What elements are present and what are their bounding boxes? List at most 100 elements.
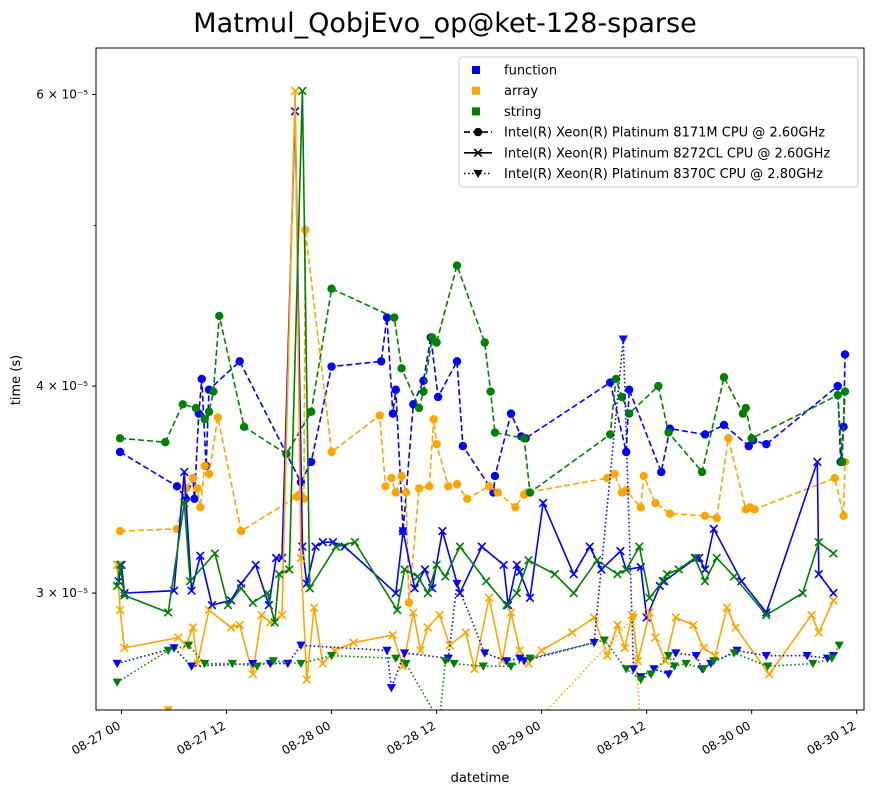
data-point-1-48 (830, 473, 840, 483)
data-point-1-18 (391, 488, 400, 497)
data-point-1-21 (404, 598, 414, 607)
data-point-4-20 (349, 638, 358, 648)
data-point-5-15 (305, 583, 315, 593)
y-tick-label-0: 3 × 10⁻⁵ (36, 586, 88, 600)
data-point-4-18 (318, 659, 328, 668)
data-point-1-9 (236, 526, 246, 536)
data-point-5-46 (829, 549, 838, 558)
legend-cpu-label-2: Intel(R) Xeon(R) Platinum 8370C CPU @ 2.… (504, 167, 823, 182)
data-point-5-41 (712, 553, 722, 563)
data-point-3-36 (585, 542, 595, 552)
data-point-6-6 (296, 641, 306, 650)
data-point-6-12 (480, 649, 490, 658)
data-point-5-16 (331, 542, 341, 552)
data-point-3-32 (515, 567, 525, 577)
series-2 (115, 261, 850, 497)
data-point-1-13 (301, 225, 310, 235)
data-point-5-30 (569, 588, 579, 598)
data-point-0-30 (622, 447, 631, 457)
data-point-0-16 (391, 385, 400, 394)
data-point-3-47 (709, 524, 719, 534)
data-point-1-35 (610, 469, 619, 479)
data-point-8-21 (663, 651, 674, 661)
data-point-3-33 (525, 593, 535, 603)
data-point-3-6 (195, 551, 205, 561)
data-point-2-12 (390, 313, 399, 322)
data-point-4-1 (115, 605, 125, 615)
data-point-4-38 (602, 651, 612, 661)
data-point-6-20 (649, 665, 659, 674)
data-point-2-18 (452, 261, 462, 270)
data-point-0-15 (388, 409, 398, 418)
legend-label-2: string (504, 105, 541, 120)
data-point-1-7 (204, 469, 214, 479)
data-point-2-21 (490, 428, 500, 437)
data-point-2-26 (617, 392, 627, 402)
data-point-2-34 (747, 434, 756, 443)
data-point-3-17 (311, 542, 320, 552)
data-point-2-2 (178, 400, 187, 409)
series-line-4 (116, 90, 835, 680)
data-point-4-42 (633, 656, 643, 666)
data-point-3-15 (298, 542, 307, 552)
data-point-5-2 (120, 591, 129, 600)
data-point-0-4 (190, 494, 199, 504)
data-point-8-0 (112, 678, 122, 687)
data-point-0-11 (306, 457, 316, 467)
data-point-0-22 (452, 357, 462, 366)
data-point-1-17 (387, 473, 396, 483)
data-point-4-2 (120, 643, 129, 653)
data-point-5-17 (350, 537, 360, 547)
data-point-2-11 (327, 284, 336, 293)
legend-label-0: function (504, 64, 557, 79)
data-point-5-43 (761, 610, 771, 620)
data-point-0-1 (172, 482, 182, 491)
data-point-0-26 (506, 409, 516, 418)
data-point-2-31 (719, 372, 729, 382)
data-point-8-18 (621, 665, 631, 674)
data-point-5-10 (263, 588, 272, 598)
data-point-2-20 (486, 387, 495, 396)
data-point-2-19 (480, 338, 489, 347)
data-point-1-38 (636, 503, 646, 512)
data-point-5-36 (658, 576, 668, 586)
data-point-1-41 (665, 509, 675, 518)
data-point-3-50 (812, 457, 822, 467)
data-point-5-34 (634, 542, 644, 552)
data-point-0-25 (490, 471, 500, 481)
data-point-6-18 (628, 665, 639, 674)
data-point-2-1 (161, 438, 170, 447)
data-point-8-9 (391, 654, 401, 663)
data-point-3-21 (391, 588, 401, 598)
data-point-4-11 (257, 610, 266, 620)
data-point-1-4 (193, 484, 202, 493)
data-point-1-20 (401, 488, 411, 497)
data-point-1-28 (463, 494, 472, 504)
data-point-2-24 (605, 430, 615, 439)
data-point-6-11 (452, 579, 462, 589)
data-point-2-14 (414, 403, 424, 413)
data-point-0-9 (235, 357, 244, 366)
data-point-5-29 (550, 569, 560, 579)
data-point-5-11 (270, 618, 280, 627)
data-point-8-22 (669, 662, 679, 671)
data-point-5-44 (798, 588, 808, 598)
data-point-2-33 (741, 403, 751, 413)
data-point-6-5 (283, 659, 293, 669)
y-tick-label-2: 6 × 10⁻⁵ (36, 87, 88, 101)
data-point-1-34 (603, 473, 612, 483)
data-point-6-7 (382, 646, 392, 656)
data-point-0-21 (433, 392, 443, 402)
data-point-5-23 (440, 572, 450, 581)
data-point-4-53 (807, 610, 816, 620)
data-point-2-15 (419, 387, 428, 396)
data-point-2-13 (397, 364, 406, 373)
data-point-2-8 (239, 422, 249, 432)
data-point-3-51 (814, 569, 824, 579)
data-point-8-23 (681, 659, 691, 669)
data-point-1-16 (381, 482, 390, 491)
data-point-5-25 (481, 576, 491, 586)
data-point-0-38 (762, 439, 771, 449)
data-point-3-7 (207, 600, 217, 610)
